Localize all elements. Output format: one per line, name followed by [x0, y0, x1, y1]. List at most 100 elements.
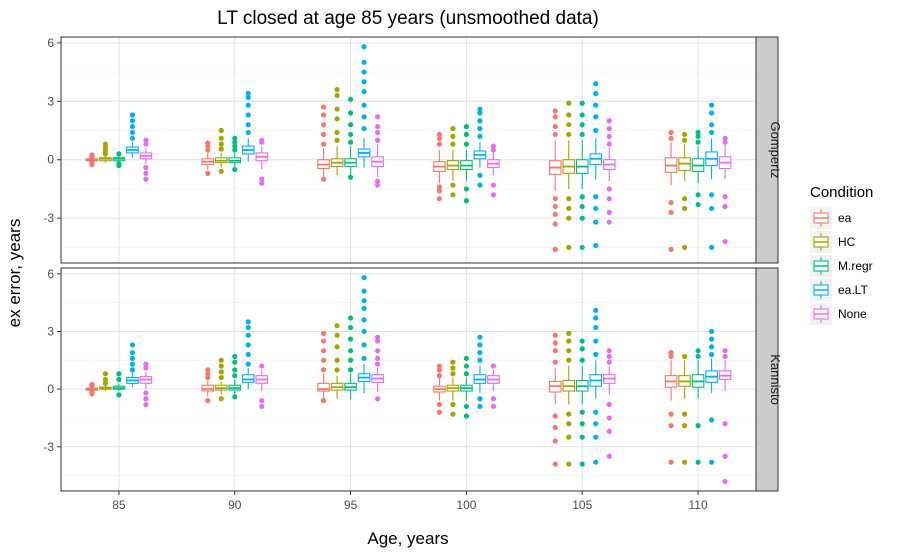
outlier-point — [89, 381, 95, 387]
box-none — [602, 118, 616, 225]
outlier-point — [334, 332, 340, 338]
box-hc — [562, 100, 576, 251]
box-none — [139, 361, 153, 408]
outlier-point — [259, 180, 265, 186]
outlier-point — [606, 141, 612, 147]
outlier-point — [232, 367, 238, 373]
outlier-point — [116, 376, 122, 383]
outlier-point — [320, 122, 327, 128]
x-tick-label: 85 — [112, 498, 126, 512]
outlier-point — [566, 348, 572, 354]
outlier-point — [593, 205, 599, 212]
outlier-point — [374, 114, 381, 120]
box-ea — [548, 108, 562, 252]
outlier-point — [334, 87, 340, 93]
outlier-point — [102, 141, 109, 147]
legend-title: Condition — [810, 184, 873, 201]
outlier-point — [361, 355, 367, 361]
outlier-point — [205, 367, 211, 373]
outlier-point — [347, 122, 354, 128]
outlier-point — [205, 374, 211, 381]
outlier-point — [579, 215, 585, 221]
outlier-point — [593, 315, 599, 321]
outlier-point — [606, 415, 612, 421]
box-none — [255, 137, 269, 186]
outlier-point — [205, 398, 211, 404]
outlier-point — [129, 355, 136, 361]
outlier-point — [347, 348, 354, 354]
box-ea — [433, 363, 446, 415]
x-tick-label: 110 — [689, 498, 708, 512]
outlier-point — [245, 351, 251, 358]
outlier-point — [245, 332, 251, 338]
outlier-point — [566, 196, 572, 202]
box-hc — [678, 353, 691, 465]
box-hc — [330, 323, 344, 399]
outlier-point — [606, 359, 612, 365]
outlier-point — [606, 186, 612, 192]
outlier-point — [320, 330, 327, 336]
outlier-point — [129, 118, 136, 124]
outlier-point — [668, 135, 674, 141]
box-m-regr — [228, 353, 242, 400]
legend-label: M.regr — [838, 259, 873, 273]
outlier-point — [143, 365, 149, 371]
outlier-point — [579, 131, 585, 138]
outlier-point — [566, 411, 572, 417]
outlier-point — [668, 423, 674, 429]
legend-label: ea — [838, 211, 852, 225]
outlier-point — [463, 413, 470, 419]
outlier-point — [89, 160, 95, 166]
outlier-point — [477, 172, 483, 178]
outlier-point — [463, 186, 470, 192]
outlier-point — [552, 124, 558, 130]
box-none — [139, 137, 153, 182]
outlier-point — [320, 176, 327, 182]
box-ea-lt — [705, 102, 718, 251]
outlier-point — [708, 205, 715, 212]
outlier-point — [361, 44, 367, 50]
outlier-point — [334, 129, 340, 136]
outlier-point — [722, 135, 728, 141]
outlier-point — [722, 194, 728, 200]
outlier-point — [320, 398, 327, 404]
outlier-point — [463, 141, 470, 147]
outlier-point — [218, 146, 224, 152]
outlier-point — [668, 246, 674, 252]
outlier-point — [463, 131, 470, 138]
box-ea — [664, 349, 678, 465]
box-hc — [214, 127, 228, 175]
outlier-point — [579, 434, 585, 440]
outlier-point — [361, 114, 367, 120]
outlier-point — [708, 102, 715, 108]
box-m-regr — [112, 371, 126, 398]
outlier-point — [218, 357, 224, 363]
outlier-point — [436, 135, 443, 141]
box-ea-lt — [126, 112, 139, 158]
outlier-point — [593, 338, 599, 344]
x-tick-label: 90 — [228, 498, 242, 512]
outlier-point — [708, 336, 715, 342]
outlier-point — [320, 367, 327, 373]
outlier-point — [232, 394, 238, 400]
y-tick-label: 0 — [47, 382, 54, 396]
outlier-point — [232, 353, 238, 360]
panel-background — [61, 268, 756, 491]
outlier-point — [102, 376, 109, 383]
outlier-point — [681, 205, 688, 212]
box-m-regr — [460, 124, 473, 204]
outlier-point — [205, 147, 211, 153]
box-ea — [548, 332, 562, 467]
outlier-point — [681, 459, 688, 465]
outlier-point — [552, 203, 558, 210]
outlier-point — [708, 192, 715, 198]
box-none — [487, 143, 500, 198]
outlier-point — [668, 459, 674, 465]
facet-strip — [755, 267, 779, 492]
outlier-point — [374, 129, 381, 136]
box-ea — [317, 104, 330, 182]
outlier-point — [579, 338, 585, 344]
box-none — [255, 363, 269, 410]
outlier-point — [579, 203, 585, 210]
